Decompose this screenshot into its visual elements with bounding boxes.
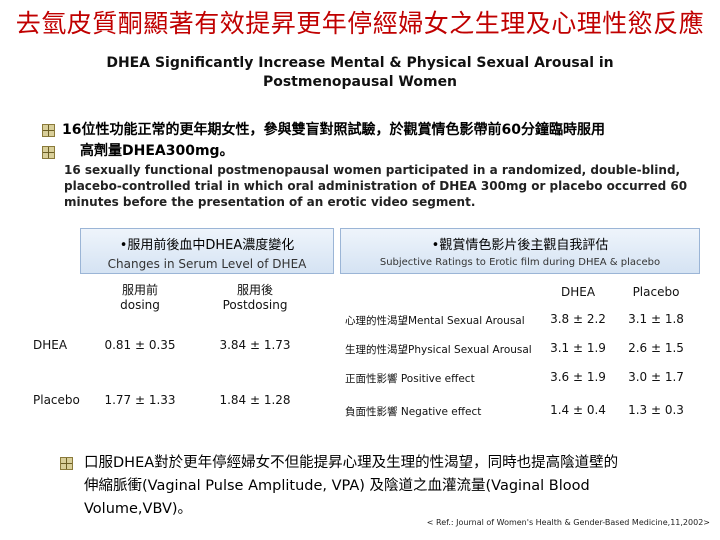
mental-arousal-dhea: 3.8 ± 2.2 xyxy=(550,312,606,326)
bullet-icon xyxy=(60,457,73,470)
intro-english: 16 sexually functional postmenopausal wo… xyxy=(64,162,704,210)
intro-zh-line1: 16位性功能正常的更年期女性，參與雙盲對照試驗，於觀賞情色影帶前60分鐘臨時服用 xyxy=(62,122,605,138)
physical-arousal-placebo: 2.6 ± 1.5 xyxy=(628,341,684,355)
rating-label-physical-arousal: 生理的性渴望Physical Sexual Arousal xyxy=(345,344,532,356)
intro-en-line3: minutes before the presentation of an er… xyxy=(64,195,476,209)
positive-effect-placebo: 3.0 ± 1.7 xyxy=(628,370,684,384)
physical-arousal-dhea: 3.1 ± 1.9 xyxy=(550,341,606,355)
subjective-ratings-header-zh: •觀賞情色影片後主觀自我評估 xyxy=(431,238,609,253)
slide-title-english: DHEA Significantly Increase Mental & Phy… xyxy=(40,54,680,92)
dhea-postdosing-value: 3.84 ± 1.73 xyxy=(219,338,291,352)
intro-zh-line2: 高劑量DHEA300mg。 xyxy=(80,143,234,159)
rating-label-negative-effect: 負面性影響 Negative effect xyxy=(345,406,482,418)
subjective-ratings-header-en: Subjective Ratings to Erotic film during… xyxy=(379,257,661,268)
bullet-icon xyxy=(42,146,55,159)
conclusion-text: 口服DHEA對於更年停經婦女不但能提昇心理及生理的性渴望，同時也提高陰道壁的 伸… xyxy=(84,452,704,521)
intro-en-line1: 16 sexually functional postmenopausal wo… xyxy=(64,163,681,177)
col-postdosing-zh: 服用後 xyxy=(236,283,273,297)
rating-label-mental-arousal: 心理的性渴望Mental Sexual Arousal xyxy=(345,315,525,327)
col-dhea: DHEA xyxy=(560,285,596,299)
placebo-predosing-value: 1.77 ± 1.33 xyxy=(104,393,176,407)
dhea-predosing-value: 0.81 ± 0.35 xyxy=(104,338,176,352)
positive-effect-dhea: 3.6 ± 1.9 xyxy=(550,370,606,384)
row-label-placebo: Placebo xyxy=(33,393,80,407)
col-placebo: Placebo xyxy=(632,285,680,299)
title-en-line1: DHEA Significantly Increase Mental & Phy… xyxy=(106,55,614,71)
reference-citation: < Ref.: Journal of Women's Health & Gend… xyxy=(426,518,710,527)
col-predosing-zh: 服用前 xyxy=(121,283,158,297)
serum-dhea-header-en: Changes in Serum Level of DHEA xyxy=(107,257,307,271)
conclusion-line3: Volume,VBV)。 xyxy=(84,501,193,517)
subjective-ratings-header: •觀賞情色影片後主觀自我評估 Subjective Ratings to Ero… xyxy=(340,228,700,274)
conclusion-line2: 伸縮脈衝(Vaginal Pulse Amplitude, VPA) 及陰道之血… xyxy=(84,478,590,494)
intro-en-line2: placebo-controlled trial in which oral a… xyxy=(64,179,688,193)
intro-chinese: 16位性功能正常的更年期女性，參與雙盲對照試驗，於觀賞情色影帶前60分鐘臨時服用… xyxy=(62,120,702,162)
bullet-icon xyxy=(42,124,55,137)
title-en-line2: Postmenopausal Women xyxy=(262,74,458,90)
placebo-postdosing-value: 1.84 ± 1.28 xyxy=(219,393,291,407)
row-label-dhea: DHEA xyxy=(33,338,68,352)
mental-arousal-placebo: 3.1 ± 1.8 xyxy=(628,312,684,326)
slide-title-chinese: 去氫皮質酮顯著有效提昇更年停經婦女之生理及心理性慾反應 xyxy=(15,9,705,38)
negative-effect-dhea: 1.4 ± 0.4 xyxy=(550,403,606,417)
conclusion-line1: 口服DHEA對於更年停經婦女不但能提昇心理及生理的性渴望，同時也提高陰道壁的 xyxy=(84,455,619,471)
rating-label-positive-effect: 正面性影響 Positive effect xyxy=(345,373,475,385)
col-predosing-en: dosing xyxy=(120,298,160,312)
negative-effect-placebo: 1.3 ± 0.3 xyxy=(628,403,684,417)
serum-dhea-header: •服用前後血中DHEA濃度變化 Changes in Serum Level o… xyxy=(80,228,334,274)
serum-dhea-header-zh: •服用前後血中DHEA濃度變化 xyxy=(119,238,295,253)
col-postdosing-en: Postdosing xyxy=(222,298,288,312)
